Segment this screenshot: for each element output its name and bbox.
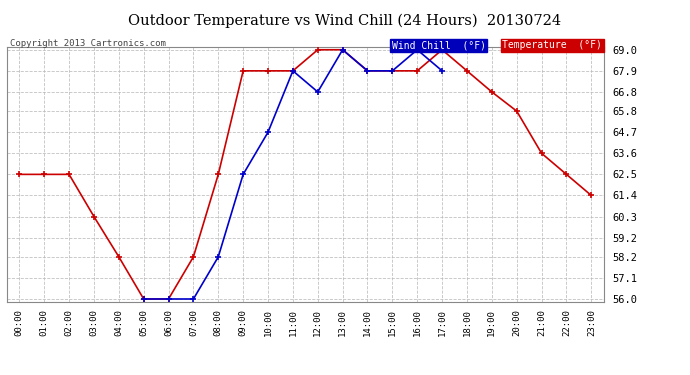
Text: Wind Chill  (°F): Wind Chill (°F) — [392, 40, 486, 51]
Text: Temperature  (°F): Temperature (°F) — [502, 40, 602, 51]
Text: Outdoor Temperature vs Wind Chill (24 Hours)  20130724: Outdoor Temperature vs Wind Chill (24 Ho… — [128, 13, 562, 27]
Text: Copyright 2013 Cartronics.com: Copyright 2013 Cartronics.com — [10, 39, 166, 48]
